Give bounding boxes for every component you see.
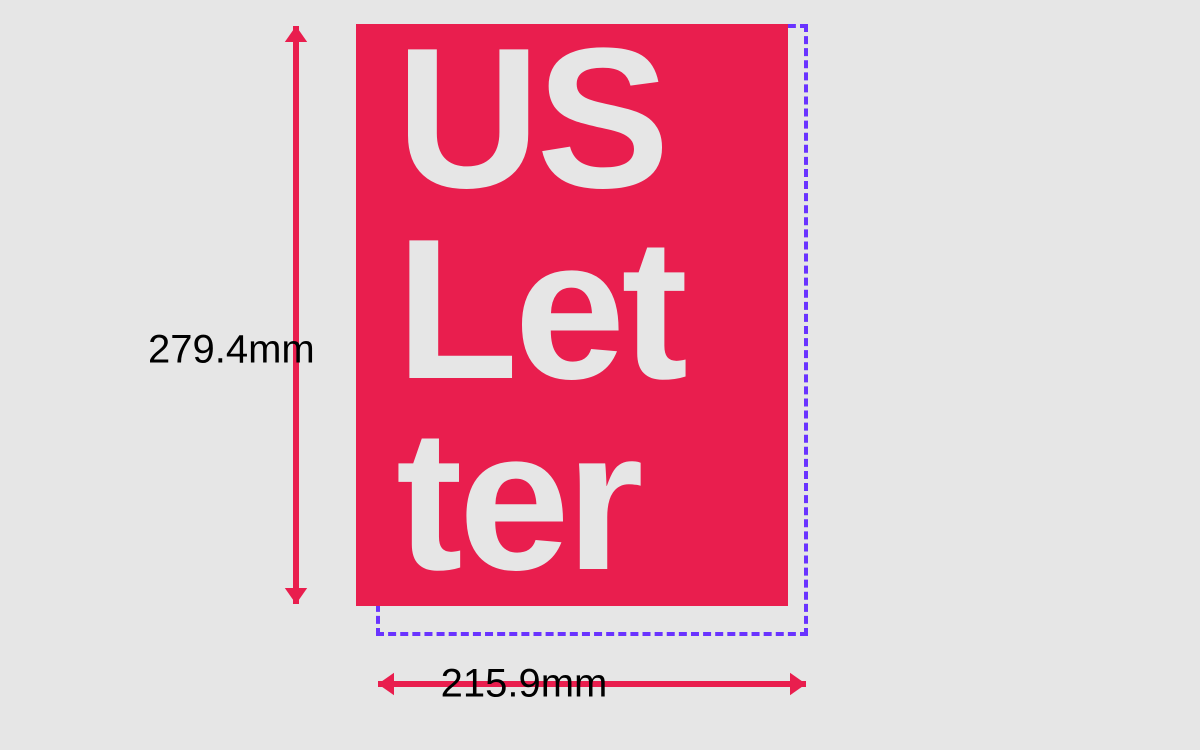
diagram-canvas: US Let ter 279.4mm 215.9mm (0, 0, 1200, 750)
us-letter-paper: US Let ter (356, 24, 788, 606)
paper-label-line2: Let (396, 215, 768, 405)
height-label: 279.4mm (148, 328, 315, 373)
paper-label-line3: ter (396, 406, 768, 596)
height-arrow-icon (280, 10, 312, 620)
width-label: 215.9mm (441, 662, 608, 707)
paper-label-line1: US (396, 24, 768, 214)
